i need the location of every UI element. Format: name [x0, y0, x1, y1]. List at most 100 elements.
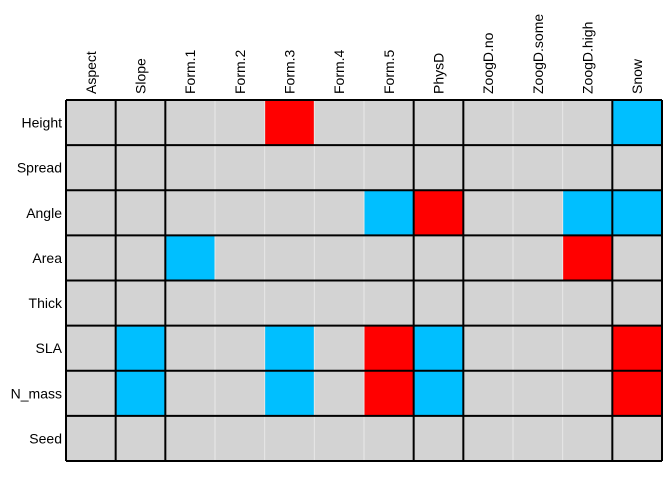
cell-sla-zoogd-high — [562, 325, 613, 371]
cell-height-physd — [413, 100, 464, 146]
cell-height-zoogd-no — [463, 100, 513, 146]
cell-seed-physd — [413, 415, 464, 461]
cell-n-mass-form-5 — [364, 370, 414, 416]
cell-angle-physd — [413, 190, 464, 236]
cells-layer — [66, 100, 662, 461]
cell-spread-zoogd-high — [562, 145, 613, 191]
cell-seed-aspect — [66, 415, 116, 461]
row-label-angle: Angle — [26, 205, 62, 221]
cell-area-zoogd-no — [463, 235, 513, 281]
cell-area-slope — [115, 235, 166, 281]
cell-sla-physd — [413, 325, 464, 371]
cell-seed-zoogd-some — [513, 415, 563, 461]
cell-thick-form-2 — [215, 280, 265, 326]
cell-spread-zoogd-some — [513, 145, 563, 191]
cell-thick-form-1 — [165, 280, 215, 326]
column-label-form-3: Form.3 — [282, 49, 298, 94]
cell-n-mass-aspect — [66, 370, 116, 416]
cell-n-mass-form-1 — [165, 370, 215, 416]
cell-angle-slope — [115, 190, 166, 236]
cell-spread-zoogd-no — [463, 145, 513, 191]
cell-sla-form-2 — [215, 325, 265, 371]
cell-sla-form-5 — [364, 325, 414, 371]
cell-n-mass-physd — [413, 370, 464, 416]
cell-height-form-1 — [165, 100, 215, 146]
cell-spread-snow — [612, 145, 662, 191]
cell-thick-zoogd-some — [513, 280, 563, 326]
cell-n-mass-form-4 — [314, 370, 364, 416]
cell-height-form-4 — [314, 100, 364, 146]
cell-seed-form-2 — [215, 415, 265, 461]
cell-seed-form-1 — [165, 415, 215, 461]
separators-layer — [65, 99, 663, 462]
row-label-n-mass: N_mass — [11, 385, 62, 401]
cell-area-snow — [612, 235, 662, 281]
cell-sla-zoogd-some — [513, 325, 563, 371]
cell-height-form-3 — [264, 100, 315, 146]
cell-seed-zoogd-high — [562, 415, 613, 461]
cell-spread-form-3 — [264, 145, 315, 191]
cell-sla-zoogd-no — [463, 325, 513, 371]
cell-n-mass-zoogd-some — [513, 370, 563, 416]
column-label-form-2: Form.2 — [232, 49, 248, 94]
cell-seed-snow — [612, 415, 662, 461]
cell-thick-slope — [115, 280, 166, 326]
cell-height-zoogd-high — [562, 100, 613, 146]
row-label-thick: Thick — [29, 295, 63, 311]
cell-n-mass-form-3 — [264, 370, 315, 416]
cell-thick-aspect — [66, 280, 116, 326]
column-label-snow: Snow — [629, 58, 645, 94]
cell-thick-form-3 — [264, 280, 315, 326]
row-label-seed: Seed — [29, 430, 62, 446]
cell-angle-form-1 — [165, 190, 215, 236]
column-label-zoogd-high: ZoogD.high — [580, 22, 596, 94]
cell-angle-form-3 — [264, 190, 315, 236]
cell-sla-form-1 — [165, 325, 215, 371]
cell-height-form-2 — [215, 100, 265, 146]
column-label-form-1: Form.1 — [182, 49, 198, 94]
cell-area-zoogd-high — [562, 235, 613, 281]
cell-thick-form-4 — [314, 280, 364, 326]
cell-angle-form-5 — [364, 190, 414, 236]
cell-thick-snow — [612, 280, 662, 326]
row-labels: Height Spread Angle Area Thick SLA N_mass Seed — [11, 115, 63, 447]
cell-angle-zoogd-no — [463, 190, 513, 236]
cell-n-mass-zoogd-no — [463, 370, 513, 416]
cell-spread-aspect — [66, 145, 116, 191]
cell-thick-form-5 — [364, 280, 414, 326]
cell-angle-zoogd-some — [513, 190, 563, 236]
cell-sla-aspect — [66, 325, 116, 371]
cell-spread-slope — [115, 145, 166, 191]
cell-sla-form-3 — [264, 325, 315, 371]
cell-angle-zoogd-high — [562, 190, 613, 236]
cell-sla-snow — [612, 325, 662, 371]
cell-angle-form-4 — [314, 190, 364, 236]
cell-angle-aspect — [66, 190, 116, 236]
cell-n-mass-slope — [115, 370, 166, 416]
cell-seed-zoogd-no — [463, 415, 513, 461]
cell-thick-zoogd-no — [463, 280, 513, 326]
cell-height-aspect — [66, 100, 116, 146]
column-label-physd: PhysD — [431, 53, 447, 94]
cell-spread-form-4 — [314, 145, 364, 191]
cell-angle-snow — [612, 190, 662, 236]
row-label-height: Height — [22, 115, 63, 131]
cell-seed-form-3 — [264, 415, 315, 461]
column-label-form-4: Form.4 — [331, 49, 347, 94]
cell-n-mass-form-2 — [215, 370, 265, 416]
cell-spread-form-2 — [215, 145, 265, 191]
cell-seed-form-5 — [364, 415, 414, 461]
cell-seed-form-4 — [314, 415, 364, 461]
cell-area-zoogd-some — [513, 235, 563, 281]
cell-n-mass-zoogd-high — [562, 370, 613, 416]
cell-area-form-4 — [314, 235, 364, 281]
cell-height-form-5 — [364, 100, 414, 146]
cell-sla-form-4 — [314, 325, 364, 371]
cell-height-zoogd-some — [513, 100, 563, 146]
cell-area-aspect — [66, 235, 116, 281]
cell-spread-physd — [413, 145, 464, 191]
cell-height-slope — [115, 100, 166, 146]
cell-thick-zoogd-high — [562, 280, 613, 326]
